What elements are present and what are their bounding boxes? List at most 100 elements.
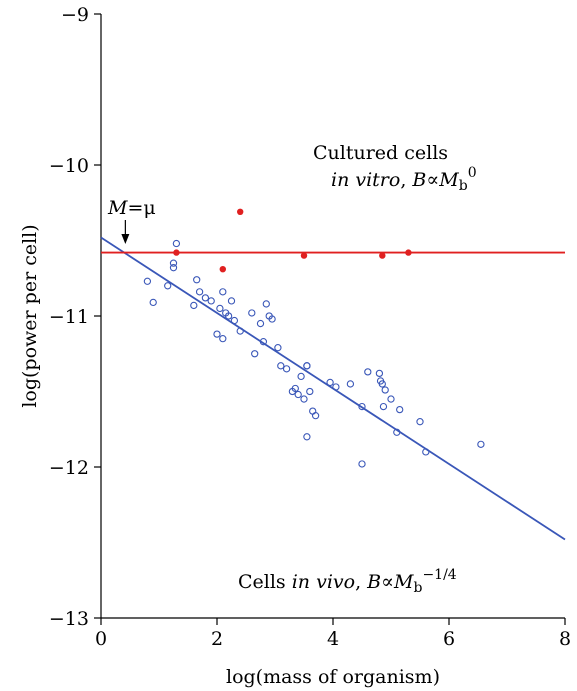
mu-arrow-head: [121, 234, 130, 244]
in-vivo-italic: in vivo: [292, 571, 355, 593]
in-vitro-italic: in vitro: [331, 169, 400, 191]
x-tick-label: 2: [211, 628, 223, 650]
in-vivo-prop: ∝: [381, 571, 394, 593]
in-vivo-point: [291, 384, 299, 393]
in-vivo-point: [236, 327, 244, 335]
in-vivo-point: [248, 309, 256, 317]
in-vivo-sub: b: [413, 580, 422, 596]
in-vivo-point: [396, 405, 404, 414]
in-vivo-point: [227, 297, 236, 305]
in-vivo-point: [164, 282, 172, 290]
in-vivo-point: [259, 338, 268, 346]
in-vivo-point: [387, 395, 395, 403]
in-vitro-point: [237, 208, 244, 216]
in-vivo-point: [201, 294, 210, 302]
mu-M: M: [107, 197, 128, 219]
y-ticks: −13 −12 −11 −10 −9: [49, 4, 101, 630]
in-vivo-point: [309, 407, 317, 415]
in-vivo-M: M: [393, 571, 414, 593]
mu-annotation: M=μ: [107, 197, 156, 244]
y-tick-label: −12: [49, 457, 89, 479]
in-vivo-point: [274, 344, 282, 352]
in-vivo-label: Cells in vivo, B∝Mb−1/4: [238, 567, 457, 596]
in-vivo-point: [219, 334, 227, 343]
mu-label: M=μ: [107, 197, 156, 219]
in-vivo-point: [326, 378, 334, 387]
in-vivo-point: [143, 277, 152, 285]
in-vivo-point: [294, 390, 302, 399]
in-vitro-sub: b: [459, 178, 468, 194]
in-vitro-point: [379, 252, 386, 259]
in-vivo-point: [219, 288, 227, 296]
x-ticks: 0 2 4 6 8: [95, 618, 571, 650]
in-vivo-point: [207, 297, 215, 305]
in-vivo-point: [149, 298, 157, 307]
in-vivo-exp: −1/4: [422, 567, 456, 583]
in-vivo-point: [193, 276, 201, 284]
x-tick-label: 8: [559, 628, 571, 650]
in-vivo-point: [311, 412, 320, 420]
in-vivo-point: [303, 362, 311, 370]
in-vivo-point: [393, 428, 401, 436]
axes: 0 2 4 6 8 −13 −12 −11 −10 −9: [49, 4, 571, 650]
in-vivo-point: [346, 380, 355, 388]
y-axis-title: log(power per cell): [19, 224, 41, 407]
in-vivo-point: [375, 369, 384, 378]
data-points: [143, 208, 485, 468]
in-vivo-point: [303, 433, 311, 441]
in-vivo-point: [190, 301, 198, 310]
in-vivo-B: B: [366, 571, 381, 593]
in-vivo-point: [224, 312, 233, 320]
in-vivo-point: [332, 383, 340, 391]
in-vivo-cells: Cells: [238, 571, 292, 593]
in-vitro-point: [300, 252, 308, 259]
in-vivo-point: [300, 395, 308, 403]
in-vivo-point: [364, 368, 372, 376]
in-vivo-point: [213, 330, 221, 338]
in-vitro-comma: ,: [400, 169, 412, 191]
mu-eq: =μ: [127, 197, 155, 219]
y-tick-label: −13: [49, 608, 89, 630]
in-vitro-prop: ∝: [426, 169, 439, 191]
x-axis-title: log(mass of organism): [226, 666, 440, 688]
in-vivo-point: [268, 315, 276, 323]
in-vivo-point: [282, 365, 291, 373]
in-vivo-point: [256, 319, 265, 328]
in-vitro-point: [405, 249, 412, 256]
x-tick-label: 4: [327, 628, 339, 650]
in-vivo-point: [416, 418, 424, 426]
in-vivo-point: [169, 264, 178, 272]
in-vitro-annotation: Cultured cells in vitro, B∝Mb0: [313, 142, 477, 194]
in-vitro-label-line2: in vitro, B∝Mb0: [331, 165, 477, 194]
in-vitro-exp: 0: [468, 165, 477, 181]
in-vivo-point: [358, 460, 366, 468]
in-vivo-point: [358, 402, 366, 411]
in-vivo-point: [379, 402, 388, 411]
y-tick-label: −11: [49, 306, 89, 328]
x-tick-label: 6: [443, 628, 455, 650]
in-vivo-point: [381, 386, 389, 394]
in-vivo-point: [477, 440, 485, 448]
in-vitro-point: [173, 249, 180, 256]
in-vivo-point: [422, 448, 430, 456]
in-vivo-point: [262, 300, 270, 308]
y-tick-label: −9: [61, 4, 89, 26]
in-vivo-point: [306, 387, 314, 396]
y-tick-label: −10: [49, 155, 89, 177]
in-vivo-point: [230, 316, 239, 325]
in-vivo-point: [378, 380, 386, 388]
in-vivo-point: [297, 372, 305, 381]
in-vitro-point: [219, 265, 226, 273]
in-vivo-annotation: Cells in vivo, B∝Mb−1/4: [238, 567, 457, 596]
in-vivo-comma: ,: [355, 571, 367, 593]
in-vitro-B: B: [411, 169, 426, 191]
in-vivo-point: [216, 304, 224, 313]
x-tick-label: 0: [95, 628, 107, 650]
in-vivo-point: [172, 239, 181, 248]
in-vitro-M: M: [438, 169, 459, 191]
in-vivo-point: [251, 350, 259, 358]
in-vivo-point: [195, 288, 204, 296]
in-vitro-label-line1: Cultured cells: [313, 142, 448, 164]
